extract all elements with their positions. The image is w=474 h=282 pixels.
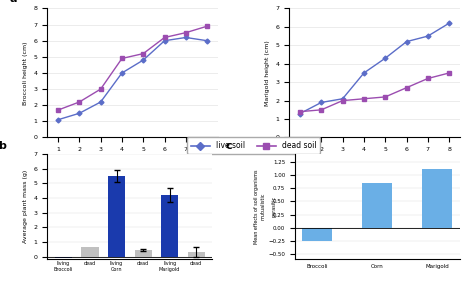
Bar — [362, 183, 392, 228]
Bar — [135, 250, 152, 257]
X-axis label: Weeks after planting: Weeks after planting — [100, 158, 165, 163]
Y-axis label: Broccoli height (cm): Broccoli height (cm) — [23, 41, 28, 105]
Legend: live soil, dead soil: live soil, dead soil — [187, 137, 320, 154]
Bar — [302, 228, 332, 241]
Y-axis label: Mean effects of soil organisms
mutualistic

parasitic: Mean effects of soil organisms mutualist… — [254, 169, 277, 244]
Bar — [188, 252, 205, 257]
X-axis label: Weeks after planting: Weeks after planting — [342, 158, 407, 163]
Bar — [108, 176, 125, 257]
Bar — [161, 195, 178, 257]
Text: c: c — [226, 141, 232, 151]
Bar — [422, 169, 452, 228]
Text: b: b — [0, 141, 6, 151]
Y-axis label: Marigold height (cm): Marigold height (cm) — [265, 40, 270, 106]
Bar — [55, 257, 72, 258]
Text: a: a — [10, 0, 18, 4]
Y-axis label: Average plant mass (g): Average plant mass (g) — [23, 170, 28, 243]
Bar — [82, 247, 99, 257]
